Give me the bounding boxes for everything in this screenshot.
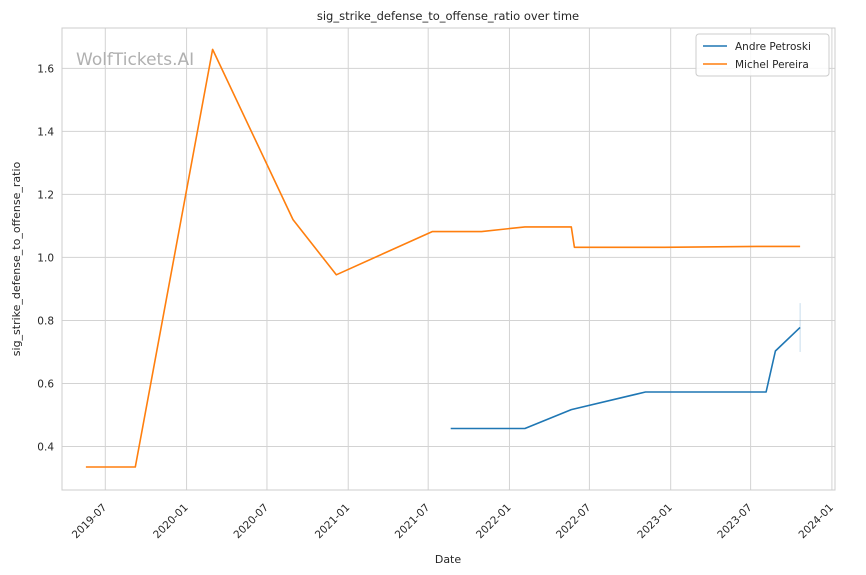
y-tick-label: 1.4: [37, 126, 54, 138]
x-tick-label: 2024-01: [797, 502, 837, 542]
y-tick-label: 0.6: [37, 378, 54, 390]
series-layer: [85, 48, 801, 468]
x-tick-label: 2023-01: [635, 502, 675, 542]
grid: [62, 28, 835, 490]
y-axis-label: sig_strike_defense_to_offense_ratio: [10, 162, 23, 357]
series-line-andre-petroski: [450, 326, 801, 430]
x-tick-labels: 2019-07 2020-01 2020-07 2021-01 2021-07 2022-…: [70, 502, 836, 542]
plot-area: [62, 28, 835, 490]
x-tick-label: 2021-07: [393, 502, 433, 542]
x-tick-label: 2020-07: [232, 502, 272, 542]
x-tick-label: 2021-01: [313, 502, 353, 542]
y-tick-label: 1.2: [37, 189, 54, 201]
plot-frame: [61, 27, 836, 491]
y-tick-label: 0.8: [37, 315, 54, 327]
x-tick-label: 2019-07: [70, 502, 110, 542]
x-tick-label: 2022-01: [474, 502, 514, 542]
x-tick-label: 2020-01: [151, 502, 191, 542]
x-axis-label: Date: [435, 553, 462, 566]
legend-label-andre-petroski: Andre Petroski: [735, 41, 811, 53]
series-line-michel-pereira: [85, 48, 801, 468]
y-tick-labels: 0.4 0.6 0.8 1.0 1.2 1.4 1.6: [37, 63, 54, 453]
legend-box: [695, 33, 830, 77]
y-tick-label: 1.0: [37, 252, 54, 264]
legend: Andre Petroski Michel Pereira: [695, 33, 830, 77]
x-tick-label: 2022-07: [554, 502, 594, 542]
legend-label-michel-pereira: Michel Pereira: [735, 59, 809, 71]
x-tick-label: 2023-07: [715, 502, 755, 542]
chart-title: sig_strike_defense_to_offense_ratio over…: [317, 9, 579, 23]
watermark: WolfTickets.AI: [76, 50, 194, 70]
y-tick-label: 1.6: [37, 63, 54, 75]
y-tick-label: 0.4: [37, 442, 54, 454]
